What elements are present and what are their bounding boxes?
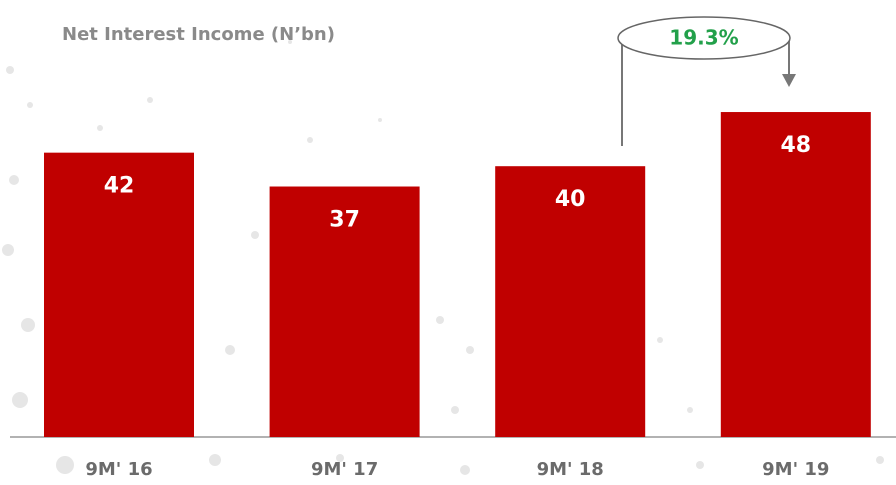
bar — [269, 186, 420, 437]
background-dots — [2, 40, 884, 475]
value-label: 40 — [555, 187, 586, 212]
connector — [619, 37, 623, 146]
value-label: 48 — [780, 133, 811, 158]
bar — [720, 112, 871, 437]
annotation-ellipse — [617, 16, 791, 60]
arrow-head — [782, 74, 796, 87]
value-label: 37 — [329, 208, 360, 233]
annotation-label: 19.3% — [669, 26, 738, 50]
x-tick-label: 9M' 19 — [762, 459, 829, 480]
x-tick-label: 9M' 16 — [85, 459, 152, 480]
chart-title: Net Interest Income (N’bn) — [62, 24, 335, 45]
growth-annotation: 19.3% — [617, 16, 796, 146]
x-tick-label: 9M' 18 — [537, 459, 604, 480]
value-label: 42 — [104, 174, 135, 199]
x-tick-label: 9M' 17 — [311, 459, 378, 480]
bar — [44, 152, 194, 437]
bar — [495, 166, 646, 437]
